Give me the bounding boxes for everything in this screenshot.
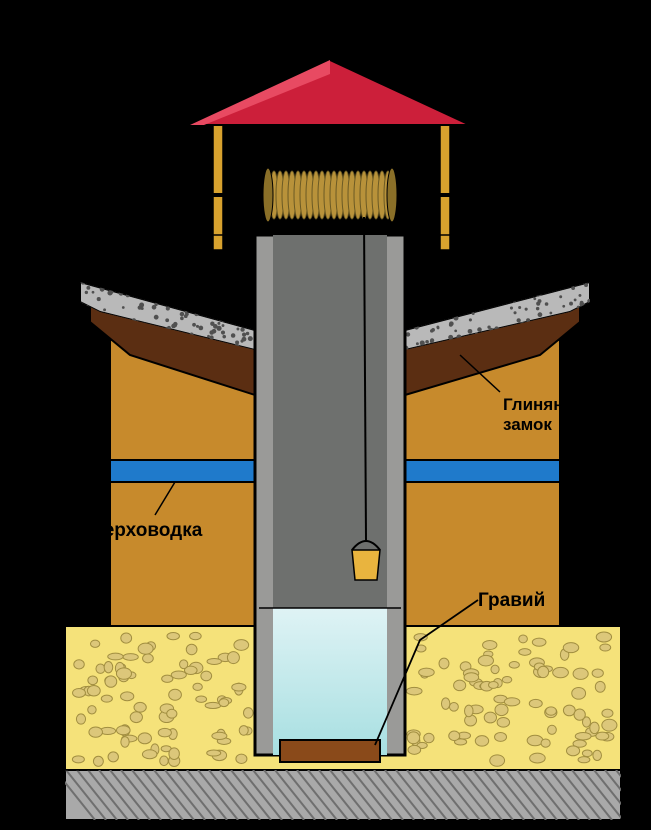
label-perched: Верховодка	[90, 520, 202, 542]
label-claylock: Глиняный замок	[503, 395, 588, 435]
label-aquifer: Водоносная часть	[0, 609, 22, 700]
label-gravel: Гравий	[478, 590, 545, 612]
label-head: Оголовок	[573, 70, 593, 150]
label-trunk: Ствол	[18, 388, 38, 440]
